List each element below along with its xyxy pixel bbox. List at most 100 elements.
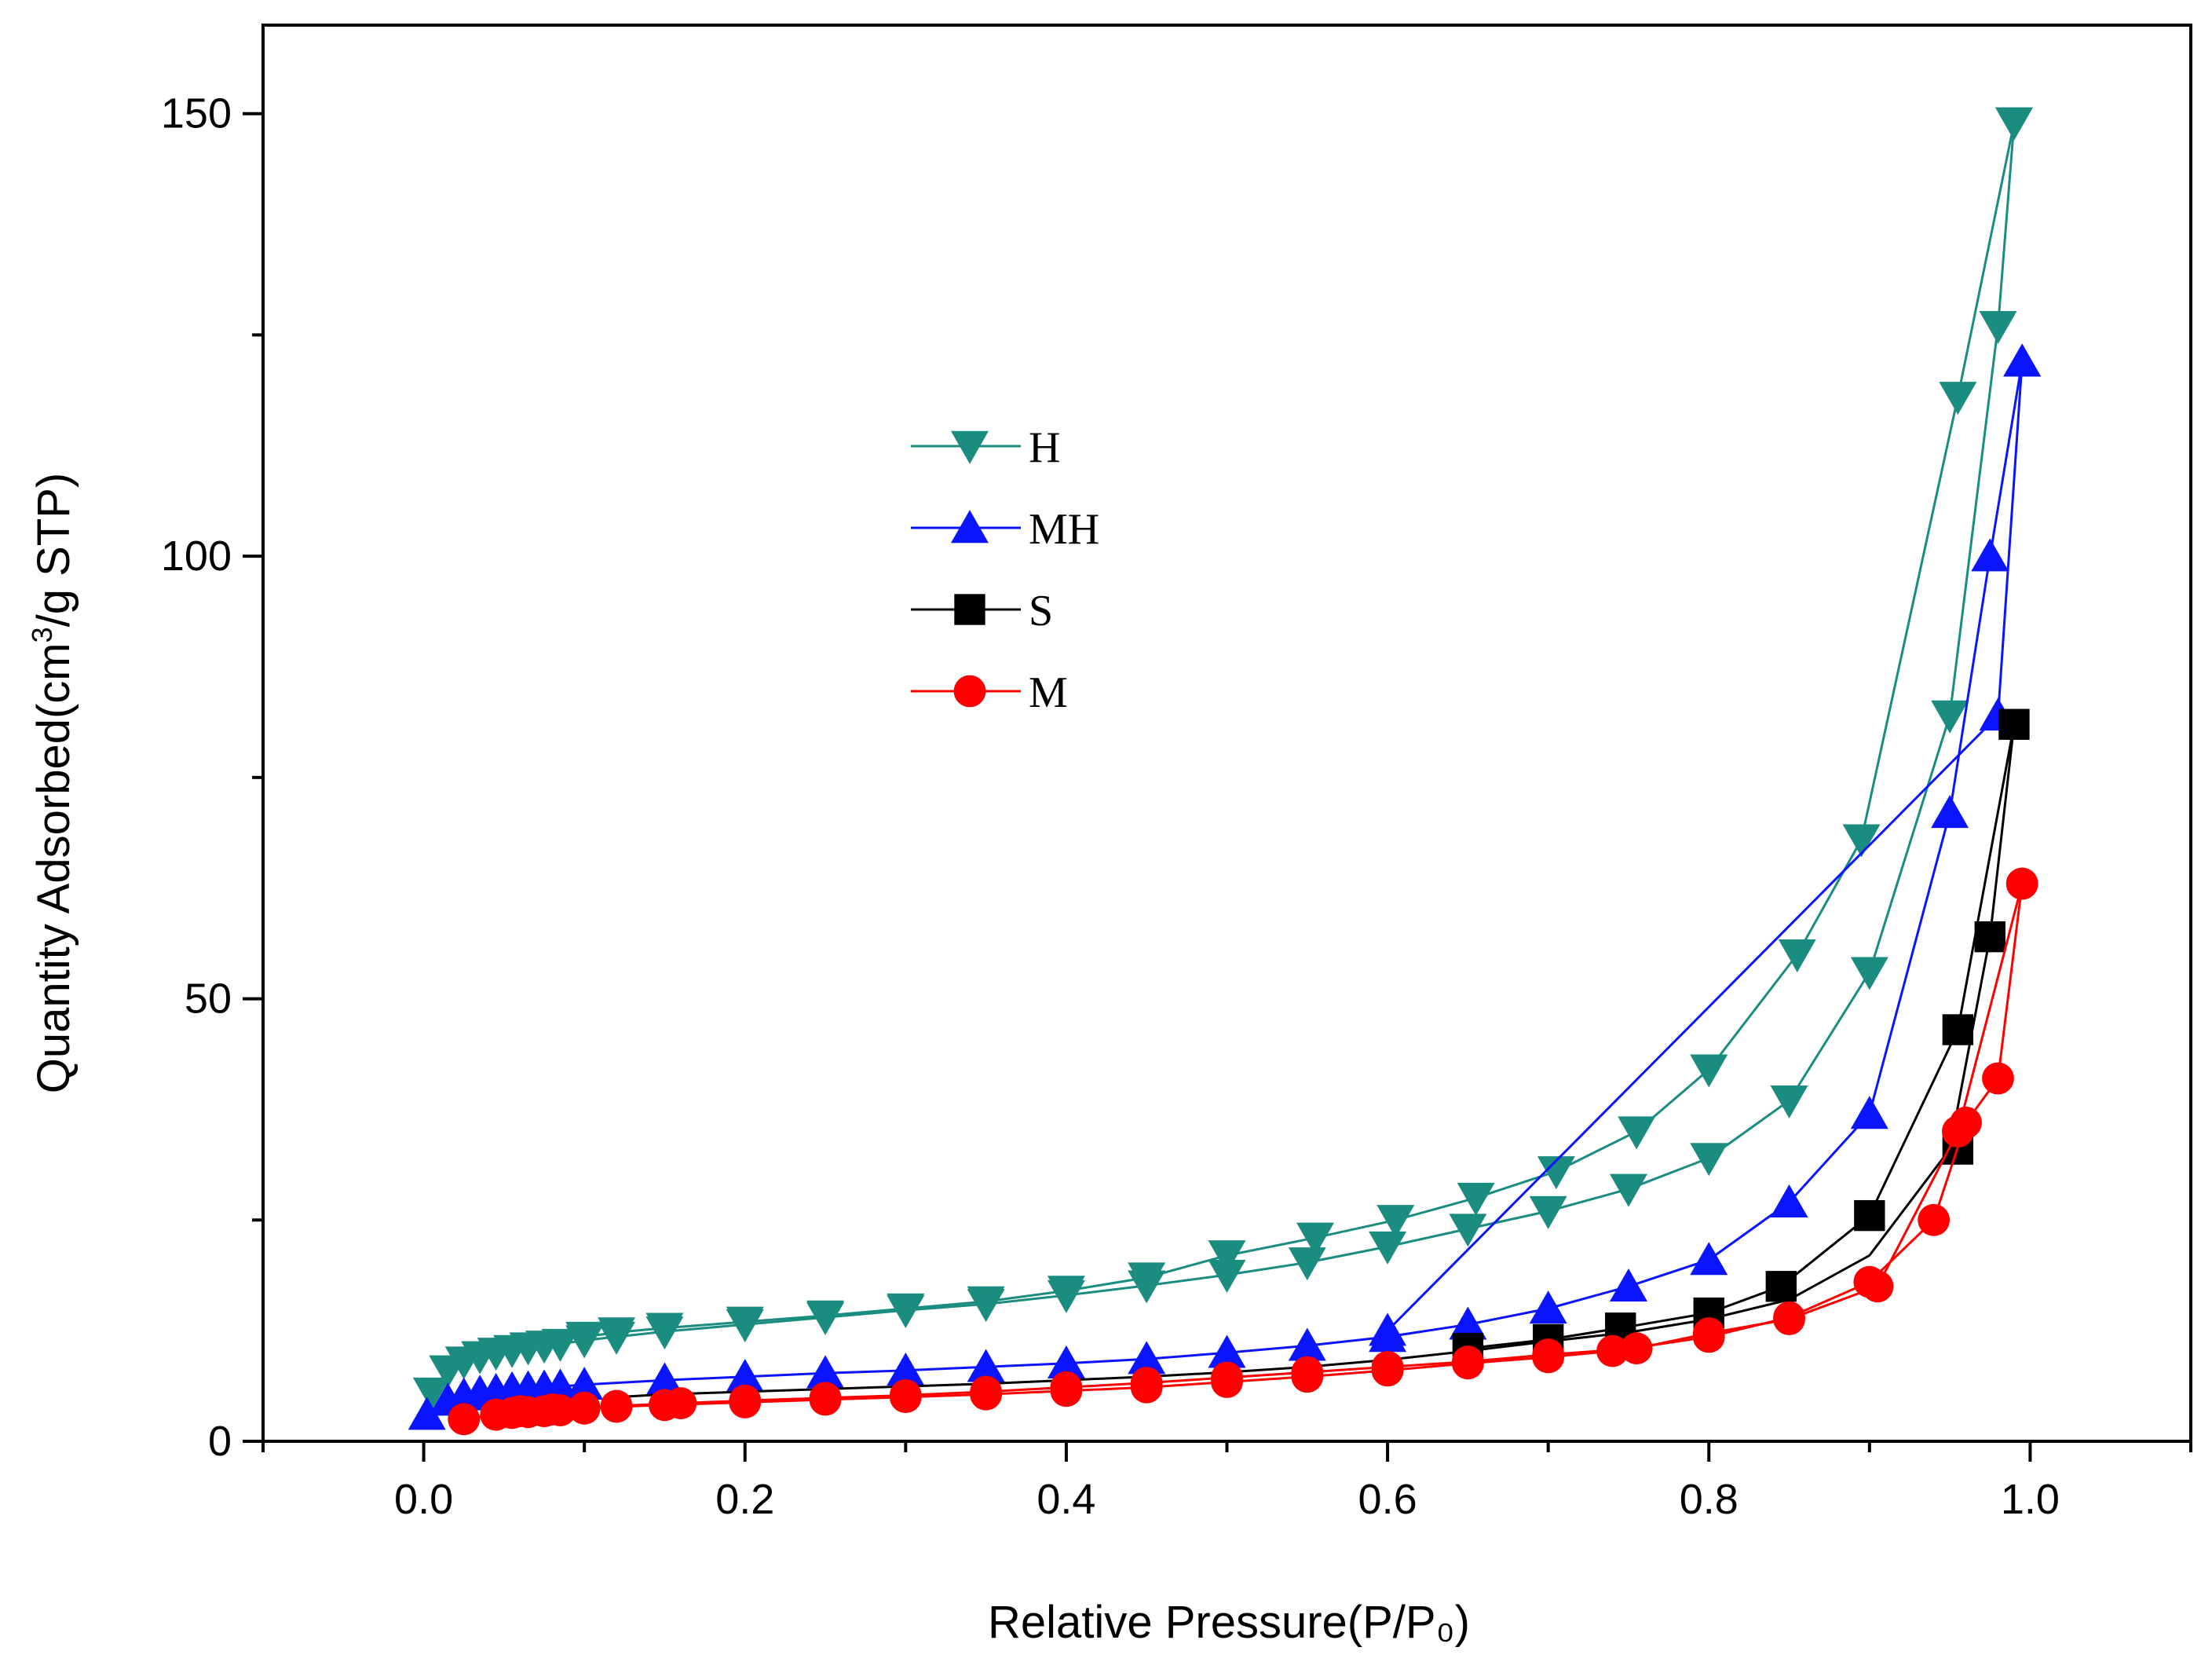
data-point-s <box>1765 1271 1797 1302</box>
data-point-m <box>1532 1338 1565 1371</box>
data-point-h <box>1770 1085 1808 1118</box>
data-point-mh <box>1449 1306 1487 1340</box>
data-point-mh <box>1850 1096 1888 1129</box>
y-axis-title-superscript: 3 <box>26 627 58 642</box>
data-point-h <box>1979 310 2017 344</box>
y-tick-label: 150 <box>161 90 232 137</box>
data-point-h <box>967 1286 1005 1320</box>
data-point-m <box>1918 1203 1951 1236</box>
data-point-m <box>664 1387 697 1419</box>
data-point-h <box>1537 1156 1575 1190</box>
x-tick-label: 1.0 <box>2001 1476 2060 1523</box>
data-point-mh <box>1288 1327 1326 1361</box>
data-point-m <box>1371 1350 1404 1383</box>
data-point-mh <box>887 1353 925 1386</box>
data-point-h <box>1618 1116 1656 1150</box>
data-point-mh <box>2003 343 2042 377</box>
data-point-h <box>1457 1182 1495 1216</box>
legend-label: H <box>1029 423 1060 472</box>
data-point-h <box>1931 700 1969 734</box>
data-point-mh <box>967 1349 1005 1382</box>
data-point-m <box>1451 1345 1484 1378</box>
data-point-m <box>503 1395 536 1428</box>
data-point-h <box>1288 1247 1326 1281</box>
data-point-m <box>889 1379 922 1411</box>
data-point-h <box>1369 1231 1407 1265</box>
series-line-h-desorption <box>583 122 2016 1338</box>
series-mh <box>408 343 2042 1430</box>
data-point-m <box>1620 1332 1653 1365</box>
data-point-h <box>887 1293 925 1327</box>
data-point-mh <box>726 1358 764 1392</box>
data-point-h <box>1377 1205 1415 1239</box>
data-point-mh <box>645 1362 684 1396</box>
x-tick-label: 0.8 <box>1680 1476 1739 1523</box>
data-point-h <box>598 1317 636 1351</box>
y-axis-title: Quantity Adsorbed(cm3/g STP) <box>26 473 79 1093</box>
data-point-mh <box>1770 1184 1808 1217</box>
legend-label: MH <box>1029 505 1099 554</box>
legend-marker <box>953 675 986 708</box>
x-tick-label: 0.4 <box>1037 1476 1095 1523</box>
data-point-m <box>970 1375 1003 1408</box>
data-point-h <box>806 1300 845 1334</box>
data-point-h <box>1690 1054 1728 1088</box>
x-tick-label: 0.0 <box>394 1476 453 1523</box>
data-point-m <box>1291 1356 1324 1389</box>
y-tick-label: 100 <box>161 533 232 580</box>
data-point-m <box>809 1382 842 1415</box>
legend-item-mh: MH <box>911 505 1099 554</box>
data-point-mh <box>1208 1334 1246 1368</box>
data-point-mh <box>1529 1290 1567 1324</box>
y-axis-title-prefix: Quantity Adsorbed(cm <box>28 642 79 1093</box>
data-point-h <box>412 1377 451 1411</box>
data-point-m <box>1941 1115 1974 1148</box>
legend-label: S <box>1029 587 1053 635</box>
data-point-m <box>448 1403 481 1436</box>
data-point-h <box>645 1312 684 1346</box>
data-point-h <box>1939 382 1977 416</box>
series-m <box>448 867 2038 1436</box>
data-point-s <box>1974 921 2005 953</box>
data-point-m <box>1861 1270 1894 1303</box>
x-axis-title: Relative Pressure(P/P₀) <box>988 1597 1470 1648</box>
data-point-m <box>1982 1062 2014 1095</box>
y-axis-title-suffix: /g STP) <box>28 473 79 628</box>
data-point-mh <box>1690 1242 1728 1276</box>
data-point-mh <box>1609 1268 1647 1301</box>
data-point-m <box>1130 1367 1163 1400</box>
data-point-mh <box>806 1355 845 1389</box>
data-point-h <box>1690 1143 1728 1177</box>
legend-label: M <box>1029 668 1068 717</box>
data-point-m <box>1692 1317 1725 1349</box>
legend-marker <box>954 594 985 625</box>
data-point-h <box>1778 939 1816 973</box>
series-line-s-adsorption <box>616 724 2016 1399</box>
data-point-m <box>1773 1303 1805 1335</box>
legend-item-h: H <box>911 423 1060 472</box>
series-line-m-desorption <box>520 883 2024 1413</box>
data-point-mh <box>1047 1345 1085 1379</box>
legend-item-m: M <box>911 668 1068 717</box>
data-point-h <box>1609 1173 1647 1207</box>
data-point-h <box>1994 107 2033 141</box>
data-point-m <box>1211 1361 1243 1394</box>
legend-item-s: S <box>911 587 1053 635</box>
x-tick-label: 0.2 <box>715 1476 774 1523</box>
data-point-h <box>1842 824 1881 858</box>
x-tick-label: 0.6 <box>1358 1476 1417 1523</box>
data-point-m <box>1050 1371 1083 1404</box>
data-point-h <box>541 1328 580 1362</box>
data-point-h <box>1529 1195 1567 1229</box>
data-point-h <box>1850 957 1888 990</box>
data-point-h <box>726 1306 764 1340</box>
data-point-h <box>1449 1214 1487 1247</box>
data-point-h <box>1208 1259 1246 1293</box>
data-point-mh <box>1971 538 2009 572</box>
data-point-m <box>2005 867 2038 900</box>
data-point-h <box>1208 1240 1246 1274</box>
data-point-h <box>1128 1262 1166 1296</box>
data-point-mh <box>408 1397 446 1430</box>
